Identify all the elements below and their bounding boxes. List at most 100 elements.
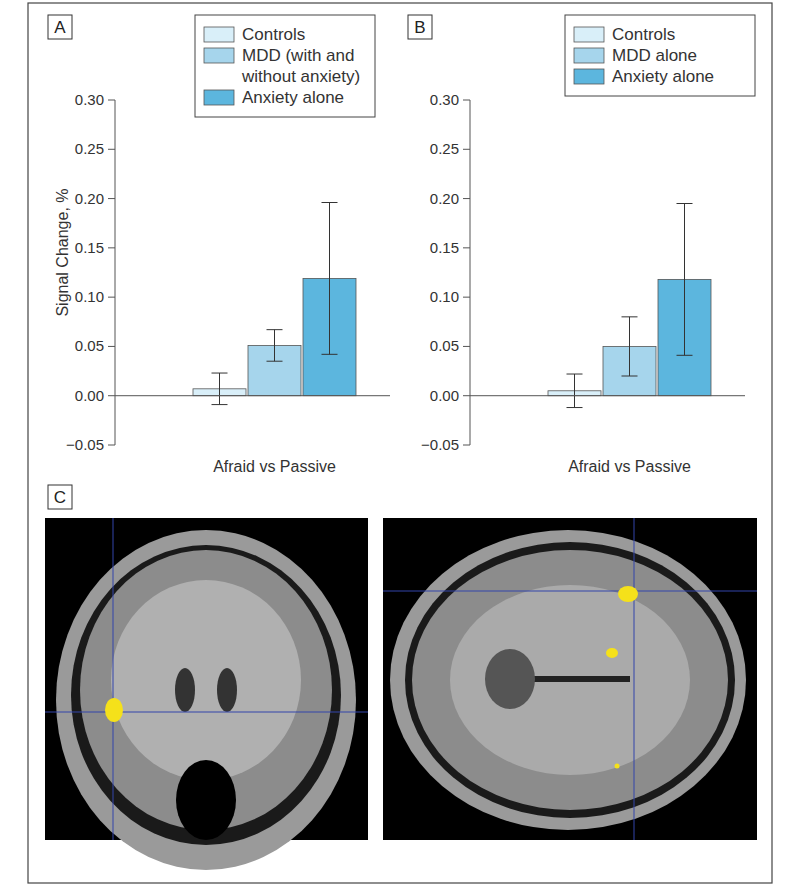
error-bar-stem xyxy=(329,203,330,355)
y-tick-label: −0.05 xyxy=(421,436,459,453)
y-tick xyxy=(463,445,470,446)
error-bar-stem xyxy=(574,374,575,408)
error-bar-cap xyxy=(267,329,283,330)
y-tick-label: 0.20 xyxy=(75,190,104,207)
chart: −0.05 0.00 0.05 0.10 0.15 0.20 0.25 0.30 Signal … xyxy=(54,15,390,475)
y-tick xyxy=(463,395,470,396)
error-bar-cap xyxy=(677,203,693,204)
panel-letter-box xyxy=(408,15,432,39)
y-tick-label: 0.30 xyxy=(75,91,104,108)
error-bar-stem xyxy=(629,317,630,376)
error-bar xyxy=(567,374,583,408)
panel-letter: B xyxy=(414,18,425,37)
crosshair xyxy=(634,518,635,840)
legend-label-line: MDD alone xyxy=(612,46,697,65)
y-tick xyxy=(108,100,115,101)
panel-letter-box xyxy=(48,15,72,39)
error-bar xyxy=(212,373,228,405)
legend: Controls MDD (with andwithout anxiety) Anx… xyxy=(195,15,375,117)
crosshair xyxy=(45,712,368,713)
legend-swatch xyxy=(204,27,234,42)
error-bar-cap xyxy=(622,376,638,377)
error-bar-cap xyxy=(322,354,338,355)
y-tick-label: 0.00 xyxy=(430,387,459,404)
legend-swatch xyxy=(574,27,604,42)
error-bar-stem xyxy=(219,373,220,405)
ventricle xyxy=(175,668,195,712)
midbrain xyxy=(485,649,535,709)
y-tick-label: 0.10 xyxy=(430,288,459,305)
y-tick xyxy=(463,149,470,150)
y-tick-label: 0.00 xyxy=(75,387,104,404)
brain-images xyxy=(45,518,757,870)
y-tick-label: 0.30 xyxy=(430,91,459,108)
y-tick xyxy=(108,198,115,199)
y-tick-label: −0.05 xyxy=(66,436,104,453)
legend-label: Controls xyxy=(242,25,305,44)
brain xyxy=(412,550,728,810)
legend-label: MDD (with andwithout anxiety) xyxy=(241,46,360,86)
legend-swatch xyxy=(204,90,234,105)
legend-swatch xyxy=(204,48,234,63)
y-tick xyxy=(108,149,115,150)
y-tick-label: 0.15 xyxy=(430,239,459,256)
figure-frame xyxy=(28,3,772,883)
y-tick xyxy=(463,247,470,248)
y-tick-label: 0.05 xyxy=(430,337,459,354)
error-bar-cap xyxy=(567,407,583,408)
y-tick-label: 0.20 xyxy=(430,190,459,207)
y-tick xyxy=(463,100,470,101)
plot-marks xyxy=(193,203,356,405)
y-tick-label: 0.10 xyxy=(75,288,104,305)
legend-label-line: Anxiety alone xyxy=(242,88,344,107)
y-axis-label: Signal Change, % xyxy=(54,188,71,316)
sinus xyxy=(176,760,236,840)
error-bar-cap xyxy=(212,373,228,374)
legend-label: Controls xyxy=(612,25,675,44)
y-tick xyxy=(463,346,470,347)
activation xyxy=(105,698,123,722)
activation xyxy=(618,586,638,602)
legend-swatch xyxy=(574,48,604,63)
white-matter xyxy=(111,580,301,780)
y-axis xyxy=(470,100,471,445)
legend-label-line: Controls xyxy=(242,25,305,44)
legend-label: MDD alone xyxy=(612,46,697,65)
y-tick xyxy=(108,247,115,248)
plot-marks xyxy=(548,204,711,408)
chart: −0.05 0.00 0.05 0.10 0.15 0.20 0.25 0.30 Afraid … xyxy=(421,15,755,475)
legend-label: Anxiety alone xyxy=(612,67,714,86)
y-tick-label: 0.25 xyxy=(430,140,459,157)
y-tick xyxy=(108,346,115,347)
panel-letter: C xyxy=(54,488,66,507)
error-bar-cap xyxy=(212,404,228,405)
legend-box xyxy=(195,15,375,117)
error-bar-cap xyxy=(267,361,283,362)
error-bar-cap xyxy=(322,202,338,203)
baseline xyxy=(470,395,745,396)
skull xyxy=(71,545,341,845)
category-label: Afraid vs Passive xyxy=(213,458,336,475)
error-bar xyxy=(622,317,638,376)
legend-box xyxy=(565,15,755,96)
brain-slice xyxy=(383,518,757,840)
y-tick-label: 0.25 xyxy=(75,140,104,157)
error-bar-cap xyxy=(622,316,638,317)
y-tick xyxy=(108,395,115,396)
white-matter xyxy=(450,585,690,775)
y-tick xyxy=(463,297,470,298)
error-bar xyxy=(677,204,693,356)
midline xyxy=(520,676,630,682)
baseline xyxy=(115,395,390,396)
legend-label-line: Anxiety alone xyxy=(612,67,714,86)
y-tick-label: 0.05 xyxy=(75,337,104,354)
legend-swatch xyxy=(574,69,604,84)
crosshair xyxy=(113,518,114,840)
y-tick xyxy=(463,198,470,199)
legend-label: Anxiety alone xyxy=(242,88,344,107)
error-bar xyxy=(267,330,283,362)
y-tick-label: 0.15 xyxy=(75,239,104,256)
legend: Controls MDD alone Anxiety alone xyxy=(565,15,755,96)
category-label: Afraid vs Passive xyxy=(568,458,691,475)
y-tick xyxy=(108,445,115,446)
